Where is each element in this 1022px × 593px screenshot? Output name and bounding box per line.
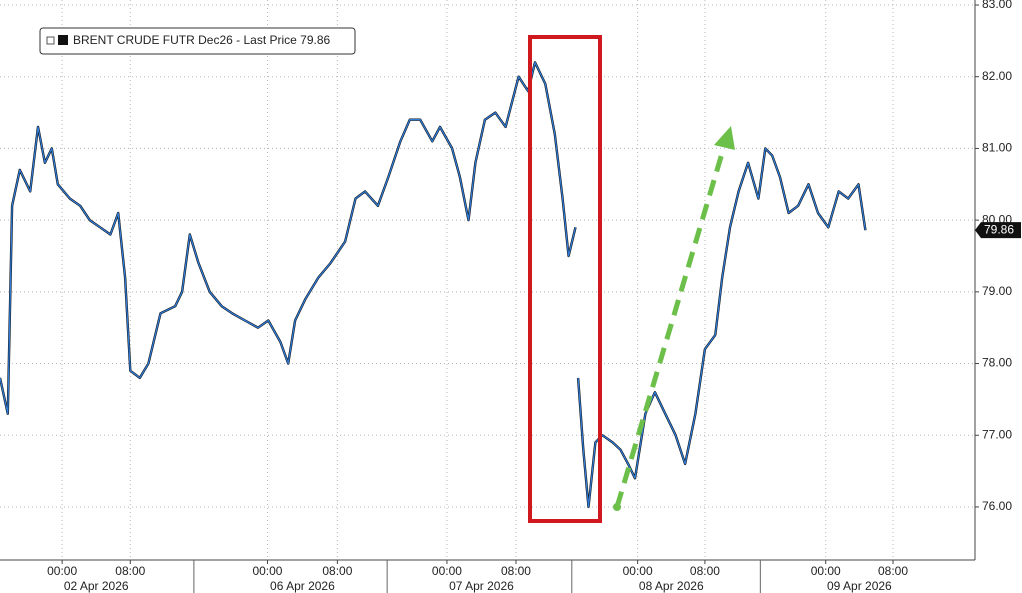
- last-price-tag: [975, 222, 1021, 239]
- date-label: 09 Apr 2026: [827, 579, 892, 593]
- last-price-label: 79.86: [984, 222, 1014, 236]
- legend: BRENT CRUDE FUTR Dec26 - Last Price 79.8…: [39, 27, 356, 55]
- arrow-shaft: [614, 149, 726, 508]
- legend-toggle[interactable]: [46, 36, 55, 45]
- arrow-head: [714, 126, 735, 150]
- x-tick-label: 08:00: [501, 564, 531, 578]
- y-tick-label: 76.00: [982, 499, 1012, 513]
- date-label: 06 Apr 2026: [270, 579, 335, 593]
- date-label: 07 Apr 2026: [449, 579, 514, 593]
- y-tick-label: 78.00: [982, 356, 1012, 370]
- trend-arrow: [613, 126, 735, 511]
- x-tick-label: 00:00: [432, 564, 462, 578]
- date-label: 08 Apr 2026: [639, 579, 704, 593]
- grid-layer: [0, 0, 975, 560]
- highlight-box: [528, 35, 602, 523]
- y-tick-label: 79.00: [982, 284, 1012, 298]
- legend-label: BRENT CRUDE FUTR Dec26 - Last Price 79.8…: [73, 33, 331, 47]
- x-tick-label: 00:00: [47, 564, 77, 578]
- y-tick-label: 77.00: [982, 427, 1012, 441]
- y-tick-label: 83.00: [982, 0, 1012, 11]
- legend-box: [39, 27, 356, 55]
- x-tick-label: 08:00: [322, 564, 352, 578]
- x-tick-label: 00:00: [252, 564, 282, 578]
- x-tick-label: 08:00: [878, 564, 908, 578]
- data-layer: [0, 61, 867, 509]
- date-label: 02 Apr 2026: [64, 579, 129, 593]
- arrow-tail: [613, 503, 621, 511]
- x-tick-label: 00:00: [623, 564, 653, 578]
- legend-swatch: [58, 35, 68, 45]
- y-tick-label: 81.00: [982, 141, 1012, 155]
- y-tick-label: 82.00: [982, 69, 1012, 83]
- price-line: [0, 61, 867, 508]
- x-tick-label: 08:00: [690, 564, 720, 578]
- x-tick-label: 00:00: [811, 564, 841, 578]
- x-tick-label: 08:00: [115, 564, 145, 578]
